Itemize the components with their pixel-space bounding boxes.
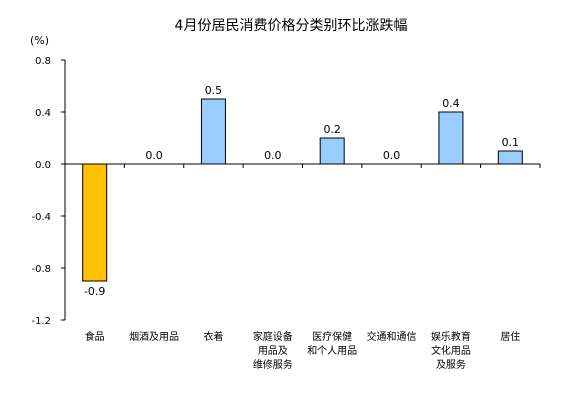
category-label-line: 交通和通信 (367, 330, 417, 343)
category-label-line: 维修服务 (253, 358, 293, 371)
category-label-line: 衣着 (203, 330, 223, 343)
y-tick-label: -0.4 (31, 212, 51, 223)
bar (497, 150, 523, 165)
category-label-line: 文化用品 (431, 344, 471, 357)
bar (319, 137, 345, 165)
value-label: -0.9 (84, 285, 105, 298)
category-label-line: 用品及 (258, 345, 288, 357)
value-label: 0.0 (264, 149, 282, 162)
category-label: 烟酒及用品 (129, 330, 179, 343)
category-label: 衣着 (203, 330, 223, 343)
category-label-line: 居住 (500, 330, 520, 343)
y-tick-label: 0.0 (35, 160, 51, 171)
value-label: 0.1 (502, 136, 520, 149)
category-label-line: 烟酒及用品 (129, 330, 179, 343)
value-label: 0.0 (383, 149, 401, 162)
bar (438, 111, 464, 165)
category-label-line: 及服务 (436, 358, 466, 371)
category-label: 居住 (500, 330, 520, 343)
y-tick-label: -0.8 (31, 264, 51, 275)
category-label: 医疗保健和个人用品 (307, 330, 357, 357)
bar (200, 98, 226, 165)
y-tick-label: -1.2 (31, 316, 51, 327)
category-label-line: 和个人用品 (307, 345, 357, 357)
category-label: 家庭设备用品及维修服务 (253, 330, 293, 371)
category-label: 交通和通信 (367, 330, 417, 343)
value-label: 0.5 (205, 84, 223, 97)
bar (82, 163, 108, 282)
value-label: 0.0 (145, 149, 163, 162)
value-label: 0.4 (442, 97, 460, 110)
value-labels: -0.9 0.0 0.5 0.0 0.2 0.0 0.4 0.1 (84, 84, 519, 298)
category-label-line: 娱乐教育 (431, 330, 471, 343)
chart-title: 4月份居民消费价格分类别环比涨跌幅 (175, 18, 408, 34)
y-tick-label: 0.4 (35, 108, 51, 119)
category-label-line: 家庭设备 (253, 330, 293, 343)
y-tick-label: 0.8 (35, 56, 51, 67)
value-label: 0.2 (323, 123, 341, 136)
bars (82, 98, 523, 282)
category-label: 娱乐教育文化用品及服务 (431, 330, 471, 371)
category-label-line: 医疗保健 (312, 330, 352, 343)
category-label-line: 食品 (85, 330, 105, 343)
y-axis-unit-label: (%) (30, 34, 49, 47)
category-label: 食品 (85, 330, 105, 343)
